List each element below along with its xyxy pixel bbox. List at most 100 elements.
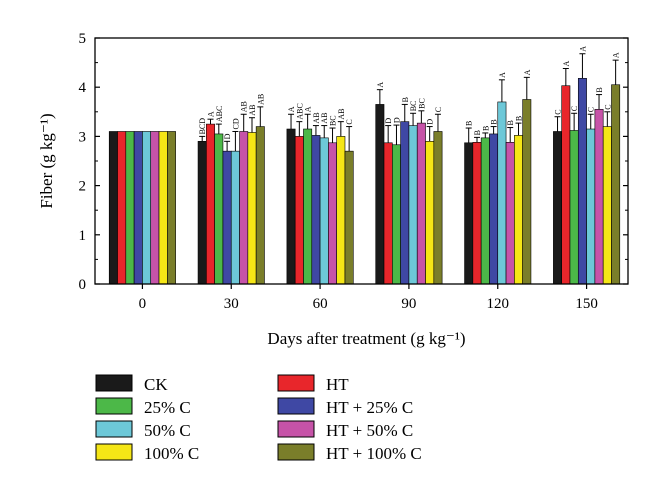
significance-label: ABC <box>215 106 224 122</box>
significance-label: BC <box>409 101 418 112</box>
significance-label: B <box>481 126 490 131</box>
significance-label: ABC <box>295 103 304 119</box>
x-tick-label: 0 <box>139 296 147 312</box>
y-axis-title: Fiber (g kg⁻¹) <box>37 113 56 208</box>
significance-label: A <box>376 82 385 88</box>
significance-label: A <box>562 61 571 67</box>
legend-swatch <box>95 397 133 415</box>
y-tick-label: 2 <box>79 179 87 195</box>
bar <box>303 128 313 285</box>
legend-swatch <box>277 420 315 438</box>
significance-label: C <box>587 107 596 112</box>
significance-label: A <box>498 72 507 78</box>
bar <box>577 78 587 285</box>
y-tick-label: 5 <box>79 31 87 47</box>
bar <box>408 125 418 285</box>
bar <box>328 142 337 285</box>
significance-label: BC <box>329 115 338 126</box>
bar <box>150 131 160 285</box>
bar <box>472 142 482 285</box>
legend-label: HT + 100% C <box>326 444 422 463</box>
x-tick-label: 150 <box>575 296 598 312</box>
significance-label: A <box>207 111 216 117</box>
bar <box>392 144 401 285</box>
significance-label: B <box>473 130 482 135</box>
bar <box>286 128 296 285</box>
significance-label: D <box>392 117 401 123</box>
x-tick-label: 120 <box>487 296 510 312</box>
bar <box>594 109 604 285</box>
bar <box>497 101 507 285</box>
bar <box>222 150 232 285</box>
significance-label: AB <box>337 109 346 120</box>
significance-label: D <box>384 118 393 124</box>
significance-label: AB <box>248 105 257 116</box>
bar <box>206 123 215 285</box>
bar <box>514 135 523 285</box>
significance-label: C <box>570 106 579 111</box>
significance-label: AB <box>312 112 321 123</box>
bar <box>167 131 176 285</box>
significance-label: AB <box>320 112 329 123</box>
significance-label: AB <box>256 94 265 105</box>
bar <box>344 150 354 285</box>
significance-label: B <box>515 116 524 121</box>
significance-label: BCD <box>198 118 207 135</box>
bar <box>611 84 621 285</box>
significance-label: CD <box>231 118 240 129</box>
bar <box>400 121 410 285</box>
bar <box>158 131 168 285</box>
legend-label: 25% C <box>144 398 191 417</box>
bar <box>561 85 571 285</box>
significance-label: A <box>523 69 532 75</box>
bar <box>125 131 135 285</box>
bar <box>336 136 346 285</box>
x-axis-title: Days after treatment (g kg⁻¹) <box>267 329 465 348</box>
significance-label: A <box>287 106 296 112</box>
x-axis-ticks: 0 30 60 90 120 150 <box>139 284 598 312</box>
bar <box>569 130 579 285</box>
y-tick-label: 1 <box>79 228 87 244</box>
significance-label: BC <box>417 98 426 109</box>
legend-swatch <box>95 443 133 461</box>
significance-label: A <box>578 46 587 52</box>
x-tick-label: 60 <box>313 296 328 312</box>
bar <box>553 131 562 285</box>
bar <box>505 142 515 285</box>
bar <box>425 141 435 285</box>
bar <box>133 131 143 285</box>
significance-label: C <box>345 119 354 124</box>
error-bars-group <box>199 53 619 152</box>
legend-swatch <box>95 374 133 392</box>
significance-label: C <box>603 104 612 109</box>
bar <box>230 150 240 285</box>
bar <box>522 99 532 285</box>
bar <box>416 122 426 285</box>
bar <box>464 142 474 285</box>
legend: CK HT 25% C HT + 25% C 50% C HT + 50% C 100% C… <box>95 374 422 463</box>
significance-label: C <box>554 109 563 114</box>
significance-label: AB <box>240 101 249 112</box>
bar <box>214 133 224 285</box>
bar <box>142 131 152 285</box>
significance-label: A <box>612 52 621 58</box>
significance-label: A <box>304 106 313 112</box>
legend-label: 50% C <box>144 421 191 440</box>
significance-label: B <box>506 120 515 125</box>
legend-swatch <box>277 374 315 392</box>
bar <box>480 137 490 285</box>
significance-label: B <box>490 119 499 124</box>
legend-swatch <box>277 443 315 461</box>
x-tick-label: 90 <box>401 296 416 312</box>
y-tick-label: 4 <box>79 80 87 96</box>
bar <box>311 135 321 285</box>
significance-label: B <box>465 121 474 126</box>
bars-group <box>108 78 621 285</box>
significance-label: D <box>223 133 232 139</box>
bar <box>319 137 329 285</box>
bar <box>375 104 385 285</box>
x-tick-label: 30 <box>224 296 239 312</box>
bar <box>108 131 118 285</box>
significance-label: D <box>426 119 435 125</box>
